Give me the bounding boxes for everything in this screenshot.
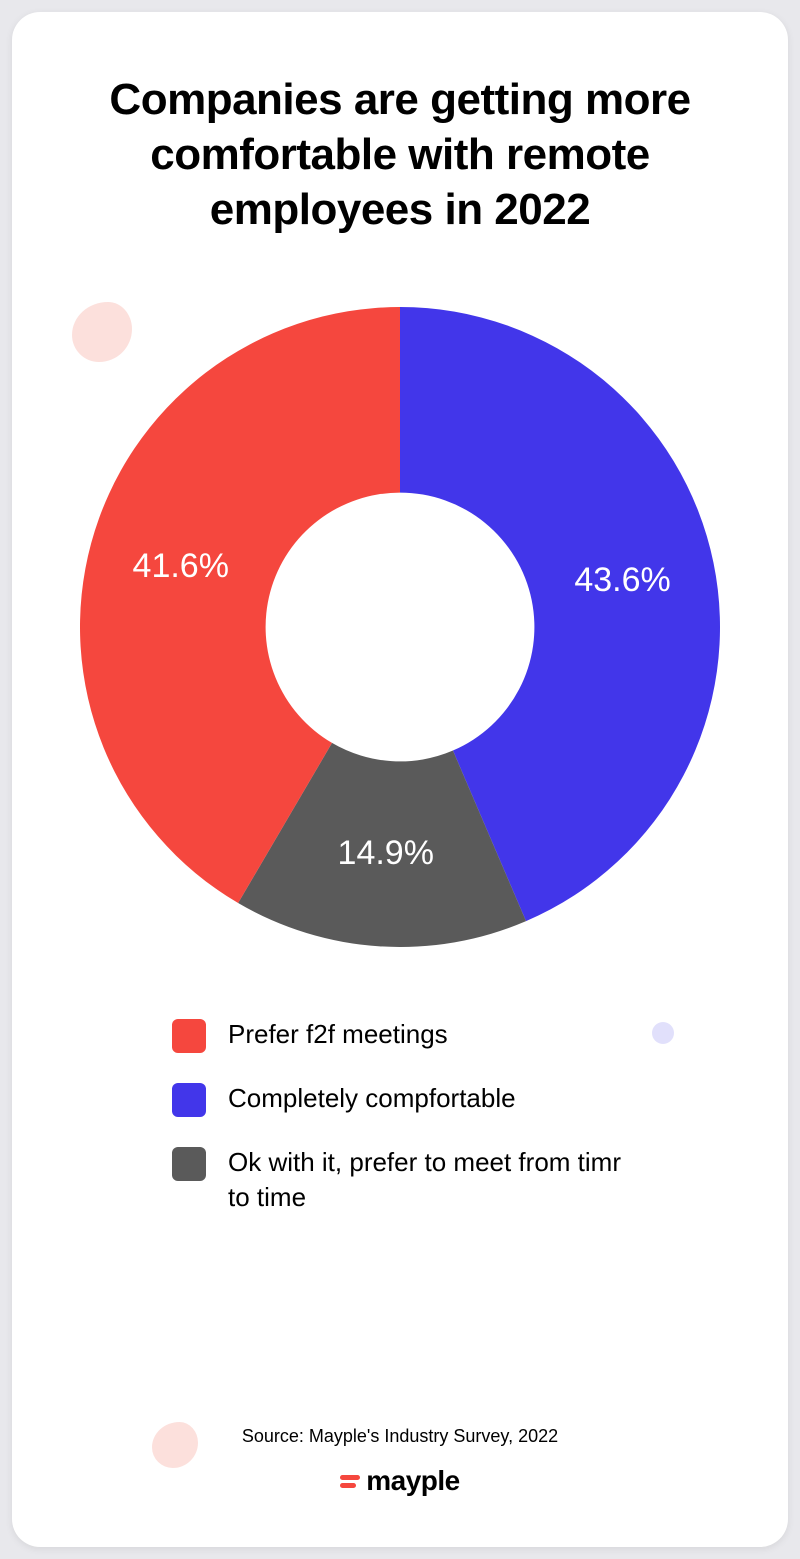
legend-label: Ok with it, prefer to meet from timr to … [228, 1145, 648, 1215]
decorative-blob-1 [652, 1022, 674, 1044]
brand-bar-bottom [340, 1483, 356, 1488]
brand-logo: mayple [340, 1465, 460, 1497]
legend: Prefer f2f meetings Completely compfortab… [62, 1017, 648, 1215]
legend-item-2: Ok with it, prefer to meet from timr to … [172, 1145, 648, 1215]
legend-label: Completely compfortable [228, 1081, 516, 1116]
brand-icon [340, 1475, 360, 1488]
donut-label-prefer_f2f: 41.6% [131, 547, 231, 586]
infographic-card: Companies are getting more comfortable w… [12, 12, 788, 1547]
donut-chart: 43.6% 14.9% 41.6% [80, 307, 720, 947]
donut-label-ok_prefer_meet: 14.9% [336, 834, 436, 873]
donut-label-comfortable: 43.6% [573, 561, 673, 600]
brand-bar-top [340, 1475, 360, 1480]
legend-swatch [172, 1019, 206, 1053]
legend-item-0: Prefer f2f meetings [172, 1017, 648, 1053]
legend-swatch [172, 1147, 206, 1181]
brand-name: mayple [366, 1465, 460, 1497]
legend-swatch [172, 1083, 206, 1117]
decorative-blob-2 [152, 1422, 198, 1468]
legend-label: Prefer f2f meetings [228, 1017, 448, 1052]
chart-title: Companies are getting more comfortable w… [62, 72, 738, 237]
source-text: Source: Mayple's Industry Survey, 2022 [242, 1426, 558, 1447]
legend-item-1: Completely compfortable [172, 1081, 648, 1117]
